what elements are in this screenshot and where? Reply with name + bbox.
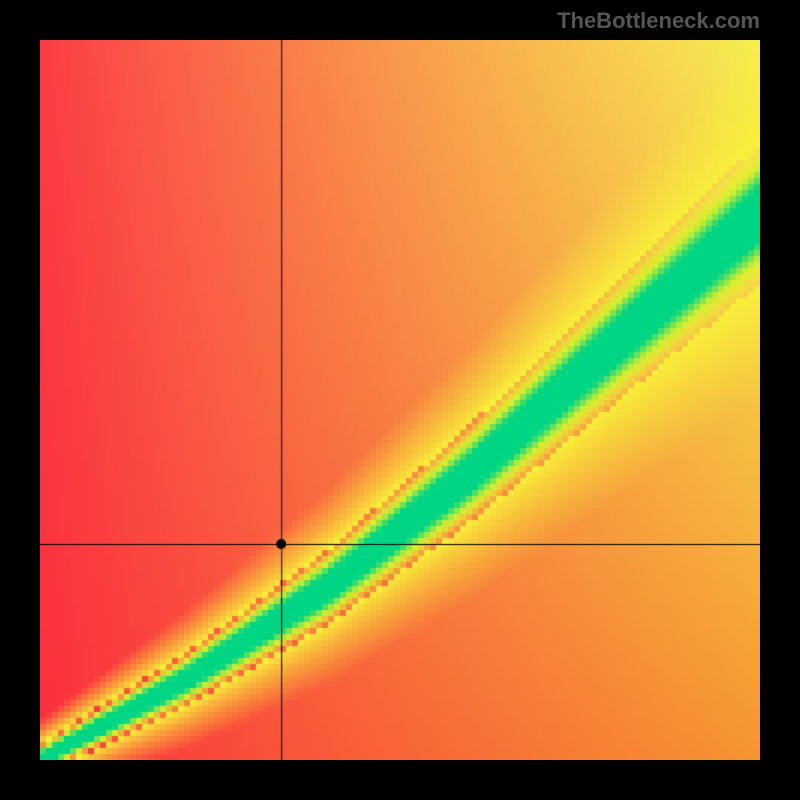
heatmap-plot (40, 40, 760, 760)
heatmap-canvas (40, 40, 760, 760)
watermark-text: TheBottleneck.com (557, 8, 760, 34)
